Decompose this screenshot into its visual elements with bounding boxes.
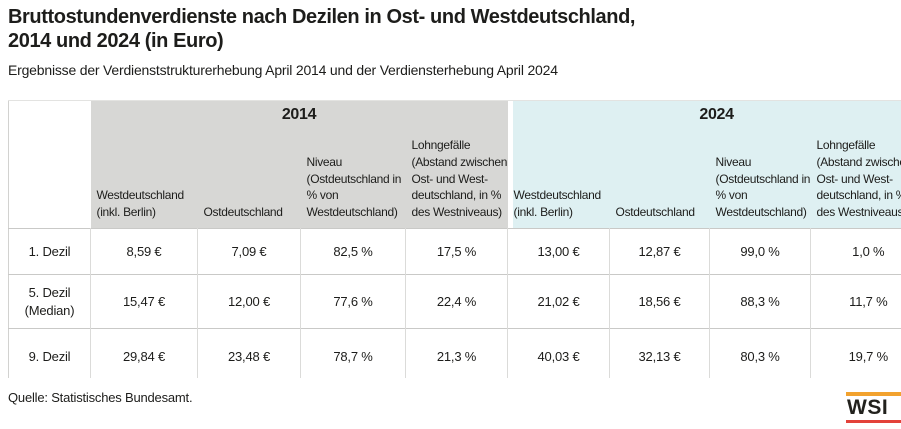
col-header-lohngefaelle-2014: Lohngefälle (Abstand zwischen Ost- und W… xyxy=(405,129,508,229)
table-cell: 82,5 % xyxy=(300,228,406,275)
column-header-row: Westdeutschland (inkl. Berlin) Ostdeutsc… xyxy=(8,129,901,229)
table-cell: 12,87 € xyxy=(609,228,710,275)
row-label: 1. Dezil xyxy=(8,228,91,275)
year-2014-header: 2014 xyxy=(90,100,508,129)
earnings-table: 2014 2024 Westdeutschland (inkl. Berlin)… xyxy=(8,100,901,378)
page-header: Bruttostundenverdienste nach Dezilen in … xyxy=(8,5,893,78)
table-cell: 8,59 € xyxy=(90,228,198,275)
page-title: Bruttostundenverdienste nach Dezilen in … xyxy=(8,6,636,52)
source-note: Quelle: Statistisches Bundesamt. xyxy=(8,390,193,405)
row-label: 9. Dezil xyxy=(8,328,91,378)
table-cell: 77,6 % xyxy=(300,274,406,329)
col-header-niveau-2024: Niveau (Ostdeutschland in % von Westdeut… xyxy=(709,129,811,229)
table-cell: 21,3 % xyxy=(404,328,508,378)
table-row-dezil-5: 5. Dezil (Median) 15,47 € 12,00 € 77,6 %… xyxy=(8,274,901,329)
table-cell: 78,7 % xyxy=(300,328,406,378)
col-header-west-2024: Westdeutschland (inkl. Berlin) xyxy=(507,129,610,229)
table-container: 2014 2024 Westdeutschland (inkl. Berlin)… xyxy=(8,100,901,378)
col-header-lohngefaelle-2024: Lohngefälle (Abstand zwischen Ost- und W… xyxy=(810,129,901,229)
row-label: 5. Dezil (Median) xyxy=(8,274,91,329)
table-cell: 88,3 % xyxy=(709,274,811,329)
col-header-niveau-2014: Niveau (Ostdeutschland in % von Westdeut… xyxy=(300,129,406,229)
col-header-ost-2014: Ostdeutschland xyxy=(197,129,301,229)
table-cell: 40,03 € xyxy=(507,328,610,378)
page-subtitle: Ergebnisse der Verdienststrukturerhebung… xyxy=(8,62,558,78)
col-header-west-2014: Westdeutschland (inkl. Berlin) xyxy=(90,129,198,229)
year-2024-header: 2024 xyxy=(507,100,901,129)
table-cell: 11,7 % xyxy=(810,274,901,329)
logo-bottom-bar xyxy=(846,420,901,424)
table-cell: 21,02 € xyxy=(507,274,610,329)
table-cell: 12,00 € xyxy=(197,274,301,329)
table-cell: 1,0 % xyxy=(810,228,901,275)
year-header-row: 2014 2024 xyxy=(8,100,901,129)
corner-cell xyxy=(8,129,91,229)
table-cell: 18,56 € xyxy=(609,274,710,329)
table-cell: 22,4 % xyxy=(404,274,508,329)
table-row-dezil-1: 1. Dezil 8,59 € 7,09 € 82,5 % 17,5 % 13,… xyxy=(8,228,901,275)
table-cell: 17,5 % xyxy=(404,228,508,275)
table-cell: 15,47 € xyxy=(90,274,198,329)
logo-top-bar xyxy=(846,392,901,396)
table-cell: 32,13 € xyxy=(609,328,710,378)
corner-cell xyxy=(8,100,91,129)
wsi-logo: WSI xyxy=(846,392,901,424)
table-cell: 99,0 % xyxy=(709,228,811,275)
table-cell: 29,84 € xyxy=(90,328,198,378)
col-header-ost-2024: Ostdeutschland xyxy=(609,129,710,229)
wsi-logo-text: WSI xyxy=(847,396,889,419)
table-row-dezil-9: 9. Dezil 29,84 € 23,48 € 78,7 % 21,3 % 4… xyxy=(8,328,901,378)
table-cell: 19,7 % xyxy=(810,328,901,378)
table-cell: 23,48 € xyxy=(197,328,301,378)
table-cell: 13,00 € xyxy=(507,228,610,275)
table-cell: 7,09 € xyxy=(197,228,301,275)
table-cell: 80,3 % xyxy=(709,328,811,378)
